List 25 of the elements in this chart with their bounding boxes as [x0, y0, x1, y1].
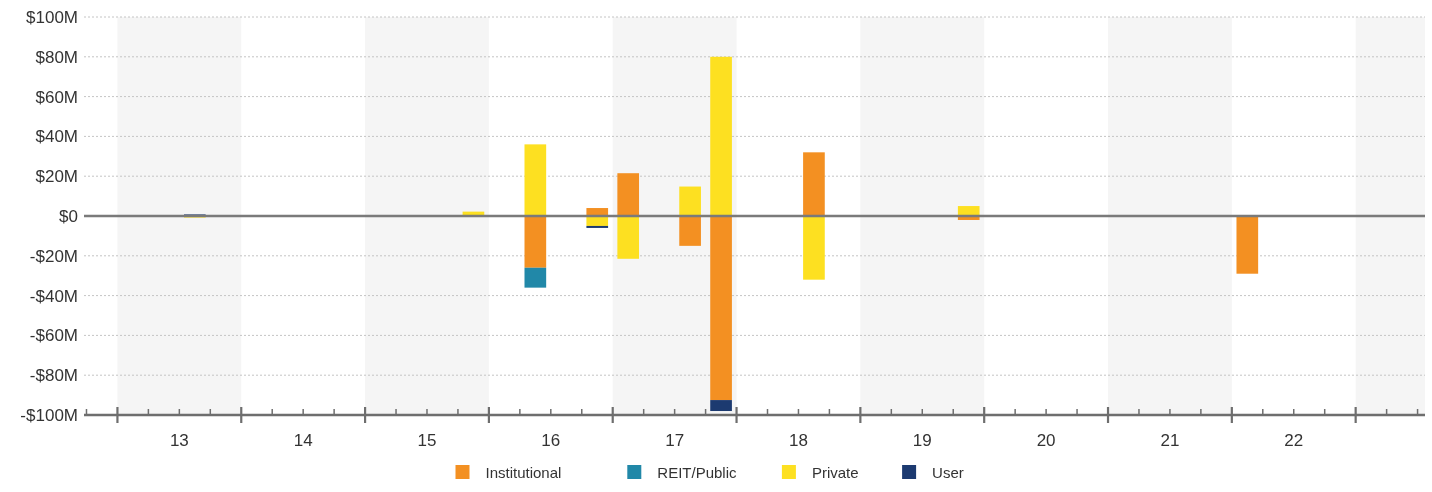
x-tick-label: 18 [789, 431, 808, 450]
x-tick-label: 22 [1284, 431, 1304, 450]
legend-label: User [932, 464, 964, 481]
y-tick-label: -$20M [29, 246, 78, 266]
y-tick-label: $80M [35, 47, 78, 67]
y-tick-label: -$60M [29, 326, 78, 346]
y-tick-label: $0 [59, 207, 78, 226]
y-tick-label: $40M [35, 127, 78, 147]
x-tick-label: 20 [1036, 431, 1056, 450]
y-tick-label: $100M [26, 8, 78, 27]
x-tick-label: 21 [1160, 431, 1180, 450]
x-tick-label: 13 [169, 431, 189, 450]
x-tick-label: 16 [541, 431, 561, 450]
legend-label: Institutional [485, 464, 562, 481]
y-tick-label: $20M [35, 167, 78, 187]
x-tick-label: 15 [417, 431, 437, 450]
y-tick-label: $60M [35, 87, 78, 107]
x-tick-label: 19 [912, 431, 932, 450]
y-tick-label: -$100M [20, 406, 78, 425]
legend-label: Private [811, 464, 859, 481]
x-tick-label: 14 [293, 431, 313, 450]
y-tick-label: -$40M [29, 286, 78, 306]
x-tick-label: 17 [665, 431, 685, 450]
y-tick-label: -$80M [29, 366, 78, 386]
legend-label: REIT/Public [657, 464, 737, 481]
